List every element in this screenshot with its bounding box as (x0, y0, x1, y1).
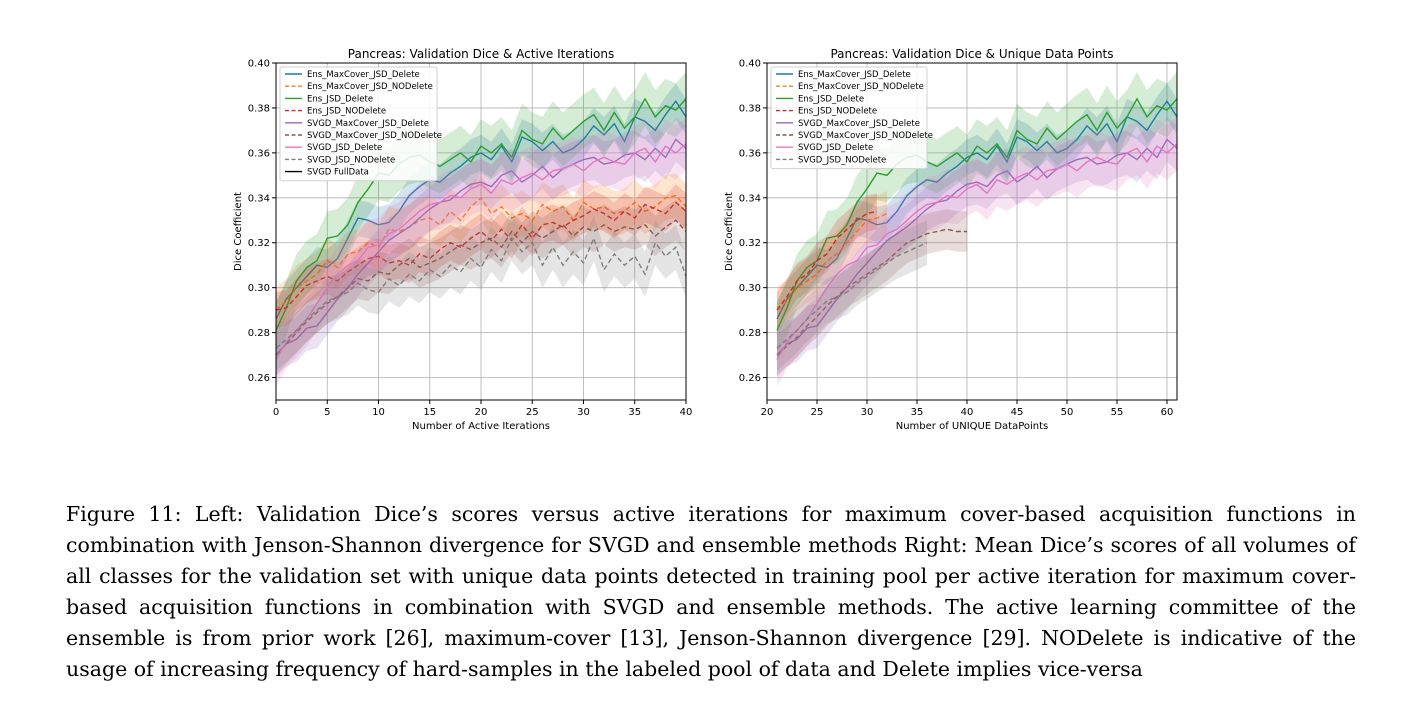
series-line (776, 143, 1178, 360)
y-tick-label: 0.32 (739, 238, 761, 249)
series-line (275, 97, 687, 331)
y-tick-label: 0.34 (739, 193, 761, 204)
x-axis-label: Number of UNIQUE DataPoints (896, 421, 1049, 432)
series-line (275, 99, 687, 320)
legend-label: SVGD_JSD_NODelete (798, 155, 886, 165)
series-band (276, 72, 686, 358)
legend-label: Ens_JSD_Delete (798, 94, 864, 104)
series-band (777, 72, 1177, 358)
series-line (275, 201, 687, 311)
legend-label: Ens_JSD_NODelete (307, 107, 386, 117)
y-tick-label: 0.36 (248, 148, 270, 159)
series-band (276, 184, 686, 329)
series-band (276, 200, 686, 376)
legend-label: SVGD_JSD_Delete (307, 143, 382, 153)
x-tick-label: 35 (628, 407, 641, 418)
y-axis-label: Dice Coefficient (724, 192, 735, 271)
legend-box (770, 66, 928, 170)
series-band (777, 83, 1177, 338)
y-tick-label: 0.26 (739, 373, 761, 384)
legend-label: Ens_MaxCover_JSD_NODelete (798, 82, 924, 92)
y-tick-label: 0.36 (739, 148, 761, 159)
series-band (777, 191, 887, 333)
legend-label: SVGD_MaxCover_JSD_Delete (307, 119, 429, 129)
y-tick-label: 0.28 (739, 328, 761, 339)
x-tick-label: 60 (1161, 407, 1174, 418)
series-line (275, 143, 687, 360)
chart-title: Pancreas: Validation Dice & Unique Data … (830, 47, 1113, 61)
y-tick-label: 0.38 (248, 103, 270, 114)
left-chart: 0 5 10 15 20 25 30 35 40 0.26 0.28 0.30 0.32 0.34 0.36… (233, 47, 693, 432)
y-tick-label: 0.32 (248, 238, 270, 249)
series-band (276, 215, 686, 371)
y-tick-label: 0.40 (248, 59, 270, 70)
series-line (776, 212, 888, 311)
y-tick-label: 0.30 (248, 283, 270, 294)
right-chart: 20 25 30 35 40 45 50 55 60 0.26 0.28 0.30 0.32 0.34 0.… (724, 47, 1178, 432)
series-band (276, 83, 686, 338)
chart-title: Pancreas: Validation Dice & Active Itera… (348, 47, 614, 61)
series-line (776, 228, 967, 356)
y-tick-label: 0.26 (248, 373, 270, 384)
legend-box (279, 66, 438, 182)
series-line (776, 242, 928, 349)
x-tick-label: 5 (324, 407, 330, 418)
x-axis-label: Number of Active Iterations (412, 421, 550, 432)
legend-label: Ens_JSD_NODelete (798, 107, 877, 117)
series-band (276, 173, 686, 333)
series-line (275, 194, 687, 311)
x-tick-label: 45 (1011, 407, 1024, 418)
series-band (276, 116, 686, 378)
plot-frame (766, 62, 1178, 401)
x-tick-label: 30 (861, 407, 874, 418)
series-line (275, 138, 687, 356)
series-band (777, 193, 877, 329)
series-line (776, 99, 1178, 320)
y-tick-label: 0.28 (248, 328, 270, 339)
series-band (777, 116, 1177, 378)
y-tick-label: 0.34 (248, 193, 270, 204)
figure-caption: Figure 11: Left: Validation Dice’s score… (66, 502, 1356, 681)
x-tick-label: 25 (526, 407, 539, 418)
series-band (777, 209, 967, 376)
y-axis-label: Dice Coefficient (233, 192, 244, 271)
legend-label: Ens_MaxCover_JSD_Delete (798, 70, 911, 80)
x-tick-label: 0 (273, 407, 279, 418)
legend-label: Ens_JSD_Delete (307, 94, 373, 104)
series-line (275, 236, 687, 349)
legend-label: Ens_MaxCover_JSD_NODelete (307, 82, 433, 92)
series-line (776, 210, 878, 311)
x-tick-label: 50 (1061, 407, 1074, 418)
series-line (275, 219, 687, 356)
series-line (776, 97, 1178, 331)
legend-label: Ens_MaxCover_JSD_Delete (307, 70, 420, 80)
legend-label: SVGD FullData (307, 168, 369, 178)
series-band (777, 116, 1177, 387)
x-tick-label: 10 (372, 407, 385, 418)
x-tick-label: 15 (423, 407, 436, 418)
y-tick-label: 0.30 (739, 283, 761, 294)
y-tick-label: 0.38 (739, 103, 761, 114)
legend-label: SVGD_MaxCover_JSD_Delete (798, 119, 920, 129)
x-tick-label: 35 (911, 407, 924, 418)
x-tick-label: 20 (475, 407, 488, 418)
x-tick-label: 55 (1111, 407, 1124, 418)
series-band (777, 220, 927, 371)
legend-label: SVGD_MaxCover_JSD_NODelete (307, 131, 442, 141)
series-band (276, 116, 686, 387)
x-tick-label: 30 (577, 407, 590, 418)
legend-label: SVGD_MaxCover_JSD_NODelete (798, 131, 933, 141)
legend-label: SVGD_JSD_Delete (798, 143, 873, 153)
x-tick-label: 25 (811, 407, 824, 418)
x-tick-label: 40 (680, 407, 693, 418)
legend-label: SVGD_JSD_NODelete (307, 155, 395, 165)
x-tick-label: 40 (961, 407, 974, 418)
x-tick-label: 20 (761, 407, 774, 418)
y-tick-label: 0.40 (739, 59, 761, 70)
